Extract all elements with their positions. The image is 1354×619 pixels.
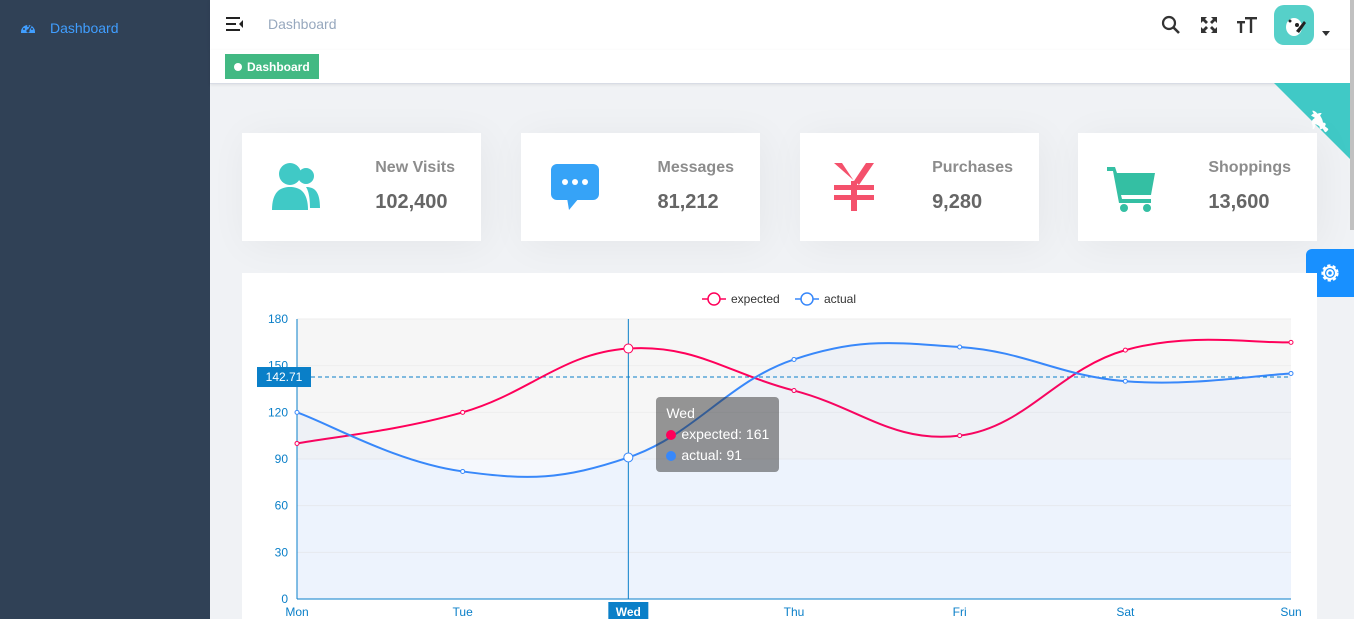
card-value: 81,212 — [657, 191, 719, 213]
axis-pointer-value-label: 142.71 — [266, 370, 303, 384]
y-tick-label: 120 — [268, 405, 288, 419]
dashboard-icon — [20, 20, 36, 36]
hamburger-icon[interactable] — [224, 13, 246, 35]
card-messages[interactable]: Messages 81,212 — [521, 133, 760, 241]
legend-label-expected: expected — [731, 292, 780, 306]
people-icon — [268, 159, 324, 215]
fullscreen-icon[interactable] — [1198, 14, 1220, 36]
card-label: Messages — [657, 159, 735, 176]
data-point-expected — [791, 388, 797, 394]
legend-marker-expected — [707, 292, 721, 306]
github-corner[interactable] — [1274, 83, 1354, 163]
grid-band — [297, 505, 1291, 553]
shopping-icon — [1104, 159, 1160, 215]
grid-band — [297, 412, 1291, 459]
tag-label: Dashboard — [247, 59, 310, 74]
data-point-expected — [460, 409, 466, 415]
sidebar-item-dashboard[interactable]: Dashboard — [0, 0, 210, 56]
legend-marker-actual — [800, 292, 814, 306]
data-point-actual — [460, 468, 466, 474]
page-scrollbar[interactable] — [1350, 0, 1354, 230]
data-point-actual — [623, 452, 634, 463]
message-icon — [547, 159, 603, 215]
card-label: New Visits — [375, 159, 455, 176]
avatar[interactable] — [1274, 5, 1314, 45]
card-purchases[interactable]: Purchases 9,280 — [800, 133, 1039, 241]
card-value: 13,600 — [1208, 191, 1270, 213]
data-point-expected — [294, 440, 300, 446]
card-label: Shoppings — [1208, 159, 1291, 176]
card-text: Shoppings 13,600 — [1208, 159, 1291, 214]
legend-label-actual: actual — [824, 292, 856, 306]
x-tick-label: Fri — [953, 605, 967, 619]
main-container: Dashboard — [210, 0, 1354, 619]
gear-icon — [1321, 264, 1339, 282]
breadcrumb: Dashboard — [268, 16, 337, 32]
grid-band — [297, 459, 1291, 506]
search-icon[interactable] — [1160, 14, 1182, 36]
line-chart: 0 30 60 90 120 150 180 142.71 Mon Tue Wed Thu Fri Sat… — [242, 273, 1317, 619]
y-tick-label: 60 — [275, 499, 289, 513]
size-icon[interactable] — [1236, 14, 1258, 36]
grid-band — [297, 552, 1291, 599]
series-area-actual — [297, 343, 1291, 599]
y-tick-label: 30 — [275, 545, 289, 559]
card-new-visits[interactable]: New Visits 102,400 — [242, 133, 481, 241]
data-point-actual — [1122, 378, 1128, 384]
card-text: New Visits 102,400 — [375, 159, 455, 214]
data-point-expected — [957, 433, 963, 439]
data-point-actual — [957, 344, 963, 350]
x-pointer-label-box — [608, 602, 649, 619]
sidebar-item-label: Dashboard — [50, 20, 119, 36]
data-point-actual — [294, 409, 300, 415]
chevron-down-icon[interactable] — [1322, 30, 1330, 36]
card-value: 102,400 — [375, 191, 448, 213]
x-tick-label: Tue — [453, 605, 474, 619]
axis-pointer-value-box — [257, 367, 311, 388]
card-label: Purchases — [932, 159, 1013, 176]
card-text: Messages 81,212 — [658, 159, 735, 214]
tag-dashboard[interactable]: Dashboard — [225, 54, 319, 79]
data-point-expected — [1122, 347, 1128, 353]
x-tick-label: Sun — [1280, 605, 1301, 619]
data-point-expected — [623, 343, 634, 354]
card-shoppings[interactable]: Shoppings 13,600 — [1078, 133, 1317, 241]
card-value: 9,280 — [932, 191, 983, 213]
tags-view: Dashboard — [210, 50, 1354, 84]
sidebar: Dashboard — [0, 0, 210, 619]
x-tick-label: Wed — [616, 605, 641, 619]
data-point-expected — [1288, 339, 1294, 345]
money-icon — [826, 159, 882, 215]
y-tick-label: 90 — [275, 452, 289, 466]
x-tick-label: Sat — [1116, 605, 1135, 619]
x-tick-label: Mon — [285, 605, 308, 619]
active-dot-icon — [234, 62, 242, 71]
right-menu — [1160, 0, 1354, 50]
y-tick-label: 0 — [281, 592, 288, 606]
y-tick-label: 180 — [268, 312, 288, 326]
x-tick-label: Thu — [784, 605, 805, 619]
card-text: Purchases 9,280 — [932, 159, 1013, 214]
data-point-actual — [1288, 370, 1294, 376]
data-point-actual — [791, 356, 797, 362]
github-octocat-icon — [1311, 110, 1329, 133]
navbar: Dashboard — [210, 0, 1354, 50]
